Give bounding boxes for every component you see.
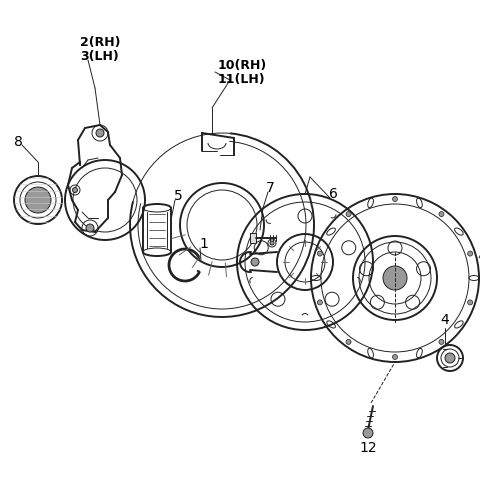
Circle shape: [439, 339, 444, 345]
Text: 3(LH): 3(LH): [80, 50, 119, 63]
Circle shape: [72, 188, 77, 192]
Circle shape: [86, 224, 94, 232]
Circle shape: [468, 300, 473, 305]
Circle shape: [363, 428, 373, 438]
Text: 2(RH): 2(RH): [80, 35, 120, 49]
Text: 12: 12: [359, 441, 377, 455]
Text: 1: 1: [200, 237, 208, 251]
Circle shape: [317, 251, 323, 256]
Text: 5: 5: [174, 189, 182, 203]
Circle shape: [251, 258, 259, 266]
Circle shape: [383, 266, 407, 290]
Circle shape: [439, 211, 444, 217]
Text: 11(LH): 11(LH): [218, 72, 265, 86]
Text: 8: 8: [13, 135, 23, 149]
Circle shape: [25, 187, 51, 213]
Circle shape: [393, 196, 397, 202]
Text: 6: 6: [329, 187, 337, 201]
Polygon shape: [250, 233, 256, 243]
Circle shape: [96, 129, 104, 137]
Circle shape: [346, 339, 351, 345]
Circle shape: [346, 211, 351, 217]
Circle shape: [393, 354, 397, 360]
Circle shape: [317, 300, 323, 305]
Text: 4: 4: [441, 313, 449, 327]
Circle shape: [468, 251, 473, 256]
Text: 10(RH): 10(RH): [218, 58, 267, 71]
Circle shape: [445, 353, 455, 363]
Text: 7: 7: [265, 181, 275, 195]
Circle shape: [270, 241, 274, 245]
